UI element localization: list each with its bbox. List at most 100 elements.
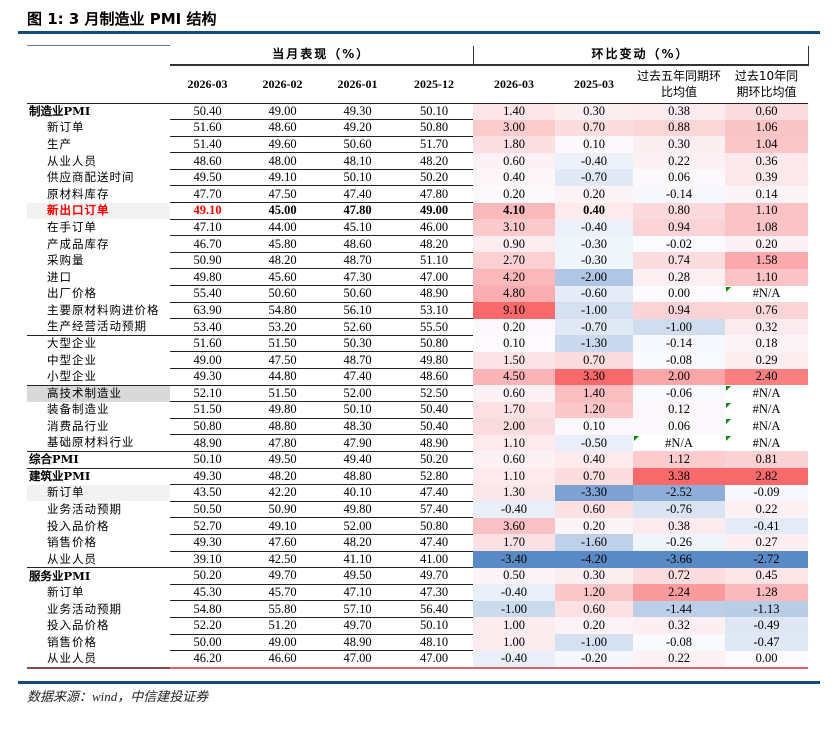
table-row: 采购量 50.90 48.20 48.70 51.10 2.70 -0.30 0.74 1.58 [27,252,808,270]
change-cell: -0.60 [555,285,633,303]
change-cell: 0.10 [555,418,633,435]
row-label: 业务活动预期 [47,601,122,616]
table-row: 建筑业PMI 49.30 48.20 48.80 52.80 1.10 0.70 3.38 2.… [27,468,808,486]
change-cell: 1.80 [473,136,555,153]
column-header: 2026-01 [320,64,395,104]
value-cell: 48.80 [245,418,320,436]
change-cell: 0.32 [725,318,808,336]
change-cell: #N/A [725,434,808,452]
value-cell: 48.70 [320,351,395,369]
change-cell: 1.06 [725,119,808,137]
change-cell: -0.30 [555,252,633,269]
row-label: 小型企业 [27,368,170,386]
value-cell: 45.00 [245,202,320,220]
change-cell: 0.32 [633,617,725,634]
table-row: 出厂价格 55.40 50.60 50.60 48.90 4.80 -0.60 0.00 #N/… [27,285,808,303]
row-label: 新订单 [27,484,170,502]
value-cell: 48.90 [395,434,473,452]
change-cell: 0.12 [633,401,725,419]
value-cell: 44.00 [245,219,320,237]
change-cell: 0.00 [725,650,808,669]
change-cell: 0.20 [473,185,555,203]
value-cell: 47.00 [395,268,473,287]
change-cell: 0.27 [725,534,808,552]
table-row: 消费品行业 50.80 48.80 48.30 50.40 2.00 0.10 0.06 #N/… [27,418,808,436]
value-cell: 49.80 [395,351,473,369]
value-cell: 47.80 [320,202,395,220]
change-cell: 0.18 [725,335,808,352]
change-cell: 1.12 [633,451,725,469]
change-cell: -2.72 [725,551,808,568]
change-cell: -0.70 [555,169,633,186]
change-cell: 3.60 [473,517,555,535]
value-cell: 48.10 [320,152,395,170]
value-cell: 54.80 [170,600,245,618]
change-cell: 0.20 [555,617,633,634]
change-cell: #N/A [725,401,808,419]
value-cell: 50.40 [395,401,473,419]
change-cell: -0.40 [555,152,633,170]
change-cell: 0.70 [555,351,633,369]
change-cell: 0.38 [633,517,725,535]
change-cell: 0.30 [555,103,633,120]
value-cell: 52.10 [170,385,245,403]
value-cell: 49.80 [320,501,395,519]
value-cell: 52.20 [170,617,245,635]
value-cell: 56.40 [395,600,473,618]
value-cell: 48.60 [395,368,473,386]
table-row: 进口 49.80 45.60 47.30 47.00 4.20 -2.00 0.28 1.10 [27,268,808,287]
value-cell: 50.10 [395,103,473,121]
value-cell: 48.90 [395,285,473,303]
row-label: 综合PMI [27,451,170,469]
change-cell: -1.30 [555,335,633,352]
change-cell: 0.06 [633,169,725,186]
table-row: 原材料库存 47.70 47.50 47.40 47.80 0.20 0.20 -0.14 0.… [27,185,808,204]
value-cell: 47.60 [245,534,320,552]
row-label: 进口 [47,269,72,284]
value-cell: 53.20 [245,318,320,336]
value-cell: 43.50 [170,484,245,502]
value-cell: 50.10 [170,451,245,469]
change-cell: #N/A [725,385,808,402]
value-cell: 49.30 [170,534,245,552]
value-cell: 55.80 [245,600,320,618]
value-cell: 50.90 [245,501,320,519]
change-cell: -0.50 [555,434,633,452]
change-cell: 0.40 [473,169,555,186]
change-cell: 0.22 [633,650,725,669]
change-cell: -2.00 [555,268,633,286]
value-cell: 49.70 [245,567,320,585]
value-cell: 44.80 [245,368,320,386]
change-cell: -0.06 [633,385,725,402]
value-cell: 49.70 [395,567,473,585]
value-cell: 50.50 [170,501,245,519]
column-header: 过去10年同期环比均值 [725,64,808,104]
row-label: 投入品价格 [47,518,110,533]
value-cell: 51.20 [245,617,320,635]
change-cell: 0.22 [633,152,725,170]
change-cell: -0.26 [633,534,725,552]
row-label: 从业人员 [27,551,170,569]
value-cell: 39.10 [170,551,245,569]
change-cell: 0.20 [555,517,633,535]
table-row: 新订单 45.30 45.70 47.10 47.30 -0.40 1.20 2.24 1.28 [27,584,808,602]
table-row: 新订单 51.60 48.60 49.20 50.80 3.00 0.70 0.88 1.06 [27,119,808,137]
row-label: 出厂价格 [47,286,97,301]
change-cell: -4.20 [555,551,633,568]
change-cell: #N/A [633,434,725,452]
column-header: 2026-02 [245,64,320,104]
row-label: 新出口订单 [27,202,170,220]
value-cell: 50.20 [395,169,473,187]
data-source-note: 数据来源：wind，中信建投证券 [27,688,209,704]
row-label: 销售价格 [47,535,97,550]
change-cell: 0.06 [633,418,725,435]
change-cell: 0.60 [555,600,633,618]
change-cell: -1.13 [725,600,808,618]
change-cell: 0.81 [725,451,808,469]
value-cell: 52.00 [320,517,395,535]
value-cell: 41.10 [320,551,395,569]
value-cell: 63.90 [170,302,245,320]
value-cell: 50.80 [170,418,245,436]
change-cell: 2.00 [633,368,725,386]
table-row: 销售价格 50.00 49.00 48.90 48.10 1.00 -1.00 -0.08 -0… [27,634,808,652]
